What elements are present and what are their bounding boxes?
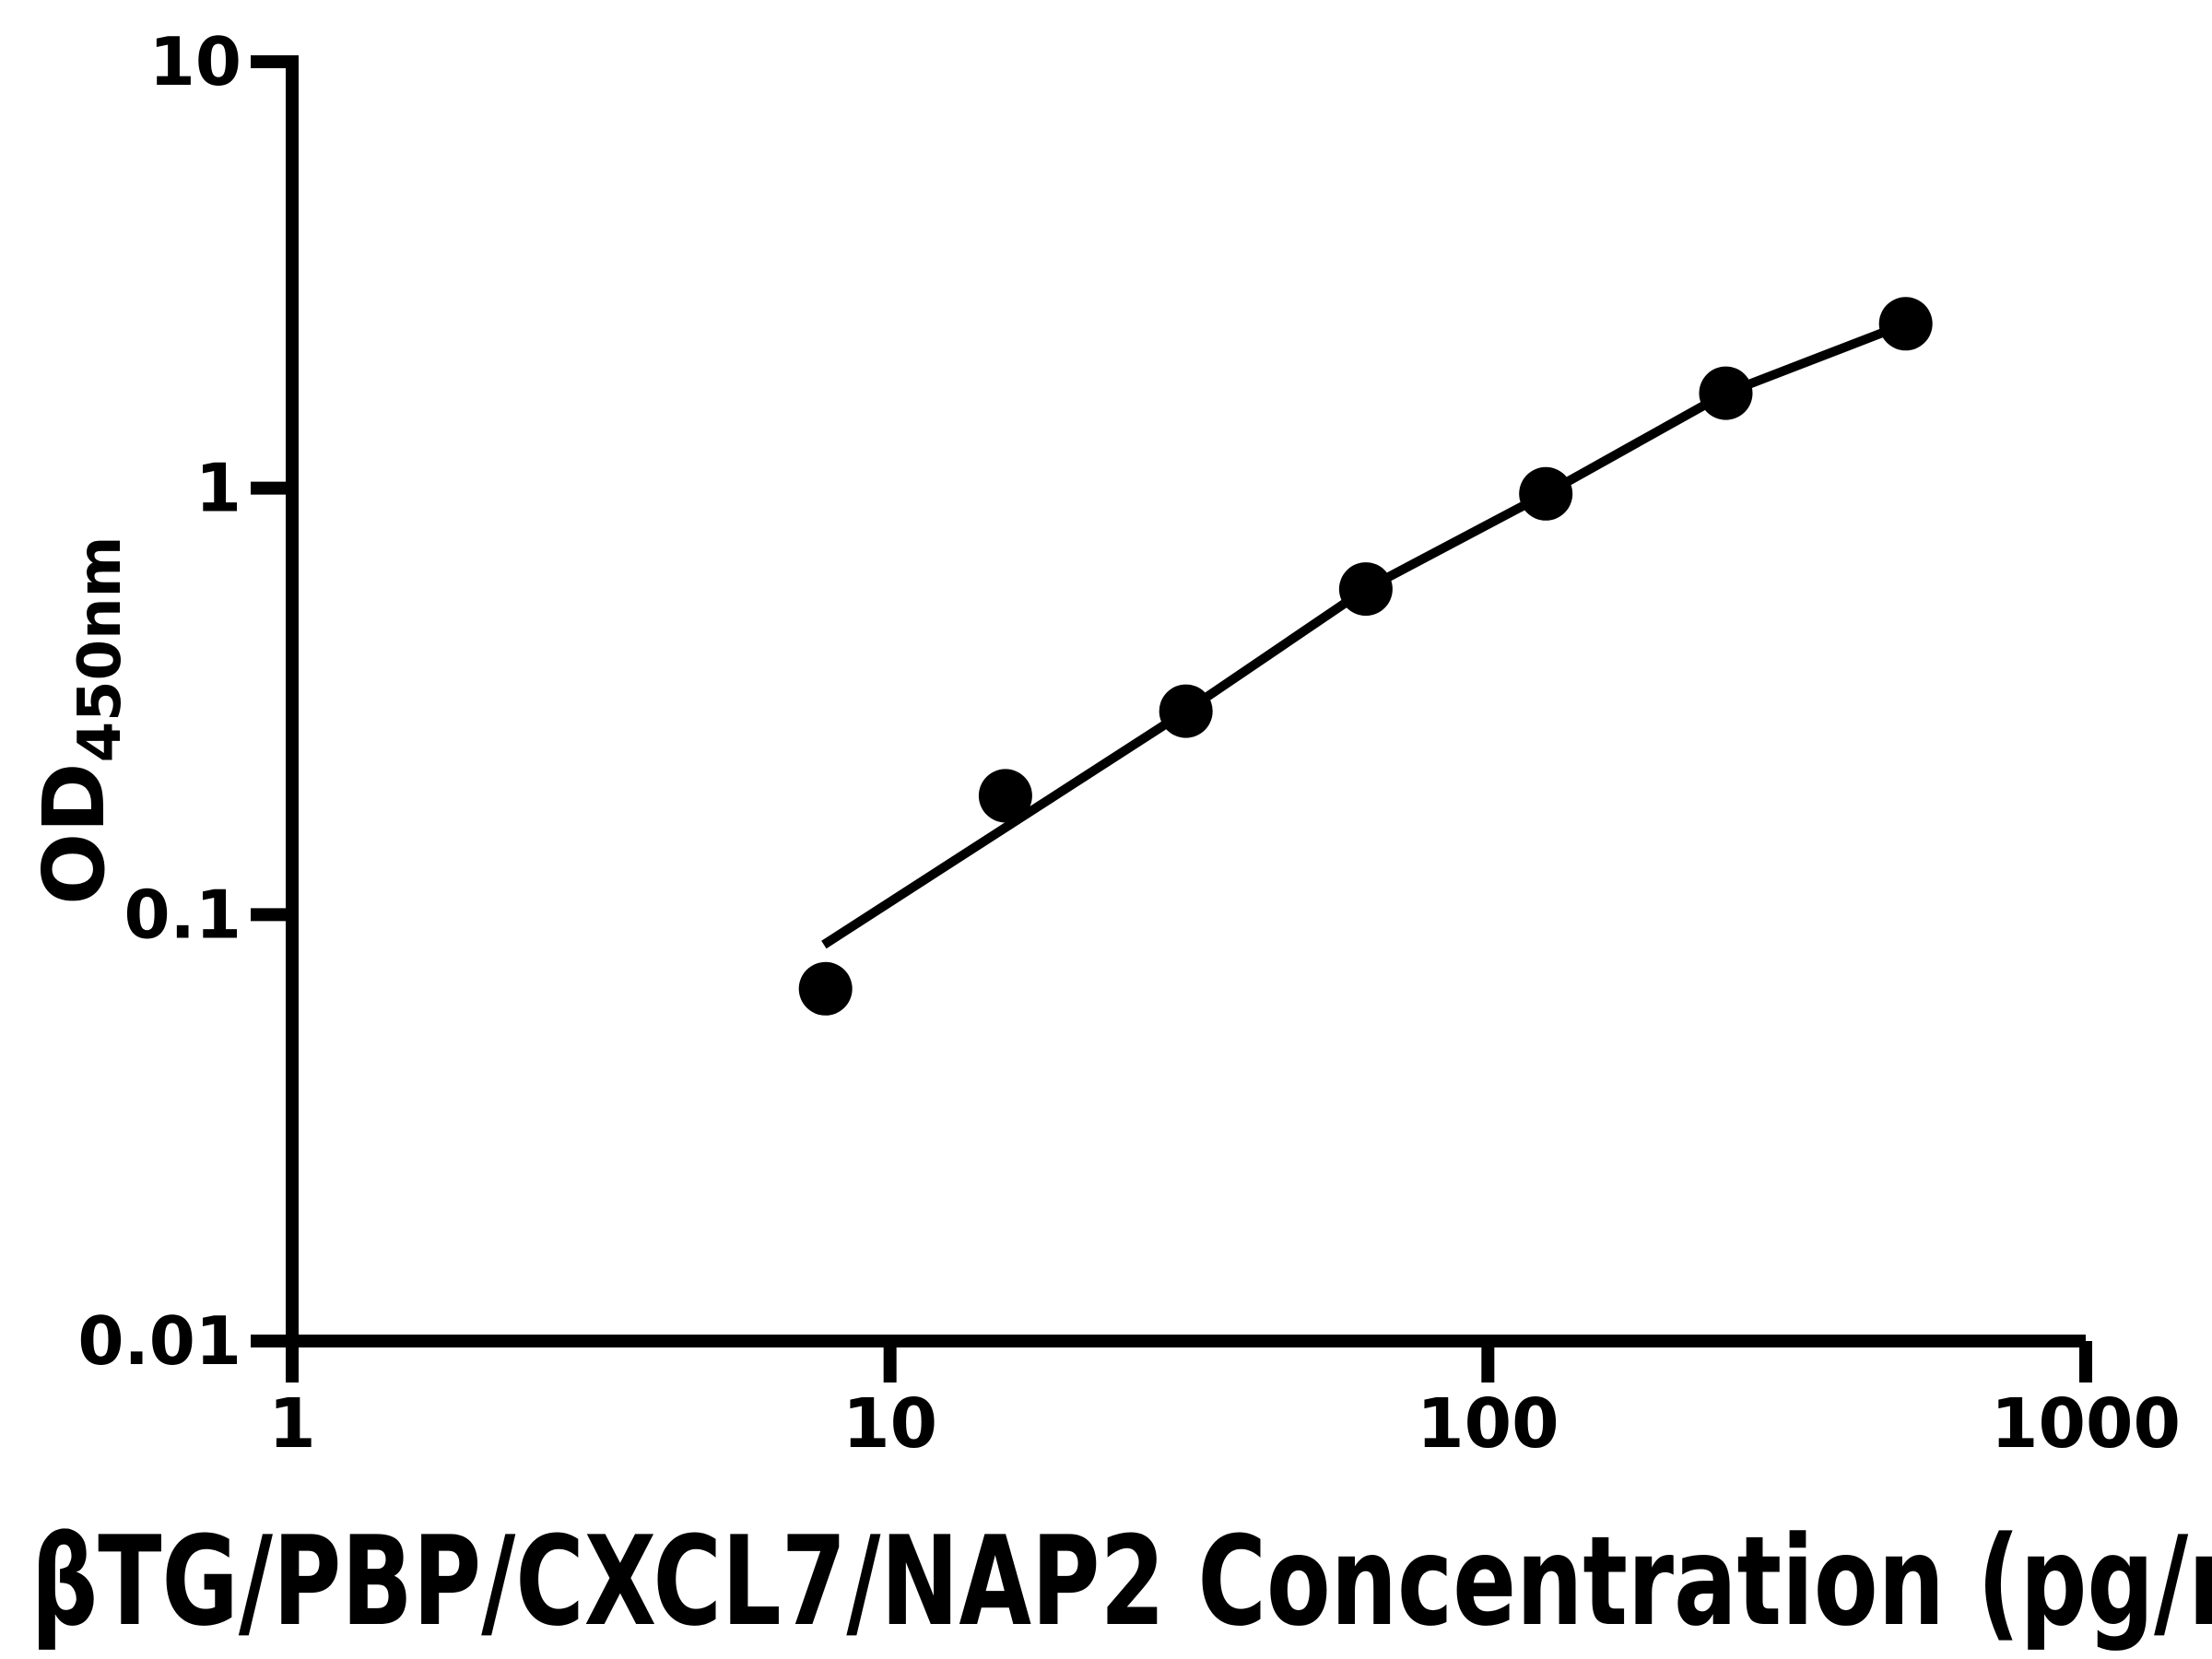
x-tick-label-1: 1 <box>268 1384 316 1464</box>
fit-line <box>821 319 1908 949</box>
y-tick-label-1: 1 <box>195 450 241 527</box>
y-tick-label-10: 10 <box>149 23 241 100</box>
x-tick-label-1000: 1000 <box>1991 1384 2181 1464</box>
x-tick-label-100: 100 <box>1417 1384 1559 1464</box>
data-point <box>1699 366 1753 420</box>
y-tick-label-0.1: 0.1 <box>124 876 241 953</box>
data-point <box>1519 466 1573 521</box>
data-point <box>798 961 853 1016</box>
y-axis-title-sub: 450nm <box>66 536 135 763</box>
chart-generated-layer: 0.01 0.1 1 10 1 10 100 1000 <box>77 23 2181 1464</box>
data-point <box>1878 297 1933 351</box>
data-point <box>1159 684 1213 738</box>
y-axis-title-main: OD <box>25 762 124 905</box>
y-tick-label-0.01: 0.01 <box>77 1302 241 1380</box>
data-point <box>978 769 1032 823</box>
x-tick-label-10: 10 <box>842 1384 937 1464</box>
y-axis-title: OD450nm <box>25 536 135 905</box>
x-axis-title: R βTG/PBP/CXCL7/NAP2 Concentration (pg/m <box>0 1510 2212 1653</box>
data-point <box>1338 562 1393 617</box>
